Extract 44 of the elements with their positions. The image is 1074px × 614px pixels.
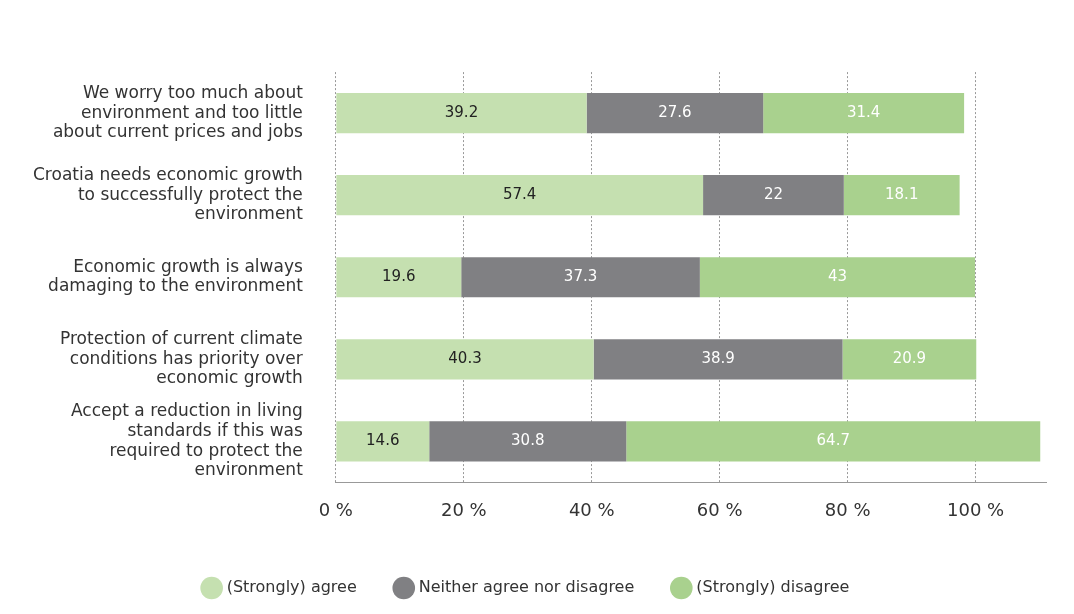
bar: [429, 421, 627, 462]
bar: [842, 339, 977, 380]
y-tick-label: Economic growth is always damaging to the environment: [48, 255, 304, 296]
legend-label: Neither agree nor disagree: [418, 577, 635, 597]
x-tick-label: 0 %: [318, 498, 353, 520]
data-label: 30.8: [511, 431, 545, 450]
x-tick-label: 60 %: [696, 498, 743, 520]
bar: [626, 421, 1041, 462]
data-label: 27.6: [658, 103, 692, 122]
bar: [703, 175, 844, 216]
y-tick-label: Accept a reduction in living standards if this was required to protect the environment: [71, 400, 304, 480]
x-tick-label: 20 %: [440, 498, 487, 520]
data-label: 43: [827, 267, 847, 286]
legend-label: (Strongly) disagree: [696, 577, 850, 597]
legend-label: (Strongly) agree: [226, 577, 357, 597]
data-label: 19.6: [382, 267, 416, 286]
y-tick-label: Protection of current climate conditions has priority over economic growth: [60, 328, 303, 388]
data-label: 37.3: [563, 267, 598, 286]
x-tick-label: 80 %: [824, 498, 871, 520]
data-label: 40.3: [448, 349, 482, 368]
bar: [336, 93, 587, 134]
data-label: 57.4: [502, 185, 537, 204]
data-label: 38.9: [701, 349, 735, 368]
data-label: 14.6: [366, 431, 400, 450]
y-tick-label: Croatia needs economic growth to successfully protect the environment: [33, 164, 304, 224]
data-label: 22: [763, 185, 783, 204]
bar: [336, 175, 704, 216]
data-label: 31.4: [846, 103, 881, 122]
bar: [336, 257, 462, 298]
bar: [461, 257, 700, 298]
y-tick-label: We worry too much about environment and too little about current prices and jobs: [52, 82, 304, 142]
bar: [593, 339, 843, 380]
data-label: 64.7: [816, 431, 850, 450]
bar: [843, 175, 960, 216]
bar: [699, 257, 975, 298]
x-tick-label: 100 %: [947, 498, 1005, 520]
bar: [763, 93, 965, 134]
x-tick-label: 40 %: [568, 498, 615, 520]
data-label: 20.9: [892, 349, 927, 368]
bar: [586, 93, 764, 134]
data-label: 18.1: [885, 185, 919, 204]
data-label: 39.2: [444, 103, 479, 122]
bar: [336, 421, 430, 462]
bar: [336, 339, 594, 380]
